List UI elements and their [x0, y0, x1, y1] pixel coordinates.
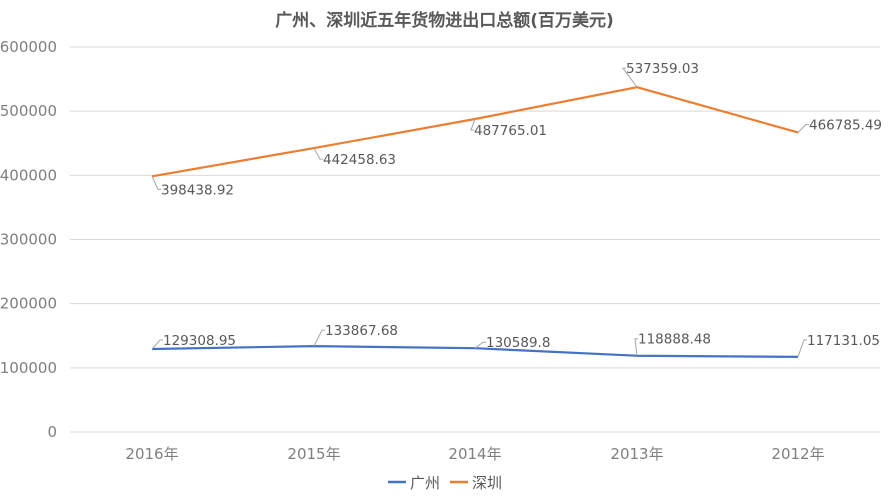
leader-line — [797, 339, 807, 358]
y-tick-label: 500000 — [0, 102, 57, 120]
chart-title: 广州、深圳近五年货物进出口总额(百万美元) — [275, 11, 614, 31]
legend-label: 广州 — [410, 474, 440, 492]
data-label: 442458.63 — [323, 152, 396, 168]
legend-label: 深圳 — [472, 474, 502, 492]
data-label: 130589.8 — [486, 335, 550, 351]
leader-line — [313, 329, 325, 347]
y-tick-label: 600000 — [0, 38, 57, 56]
y-tick-label: 400000 — [0, 166, 57, 184]
data-label: 129308.95 — [163, 333, 236, 349]
x-tick-label: 2013年 — [610, 445, 663, 463]
leader-line — [313, 147, 323, 160]
leader-line — [797, 123, 809, 133]
y-tick-label: 100000 — [0, 359, 57, 377]
leader-line — [622, 67, 638, 88]
leader-line — [470, 118, 476, 131]
x-tick-label: 2016年 — [125, 445, 178, 463]
data-label: 118888.48 — [638, 332, 711, 348]
y-tick-label: 300000 — [0, 231, 57, 249]
data-label: 466785.49 — [809, 117, 882, 133]
leader-line — [151, 339, 163, 350]
leader-line — [634, 338, 638, 356]
data-label: 398438.92 — [161, 182, 234, 198]
leader-line — [474, 341, 486, 349]
y-tick-label: 200000 — [0, 295, 57, 313]
x-tick-label: 2014年 — [448, 445, 501, 463]
x-tick-label: 2015年 — [287, 445, 340, 463]
x-tick-label: 2012年 — [771, 445, 824, 463]
data-label: 117131.05 — [807, 333, 880, 349]
leader-line — [151, 176, 161, 190]
data-label: 487765.01 — [474, 123, 547, 139]
data-label: 537359.03 — [626, 61, 699, 77]
data-label: 133867.68 — [325, 323, 398, 339]
y-tick-label: 0 — [47, 423, 57, 441]
